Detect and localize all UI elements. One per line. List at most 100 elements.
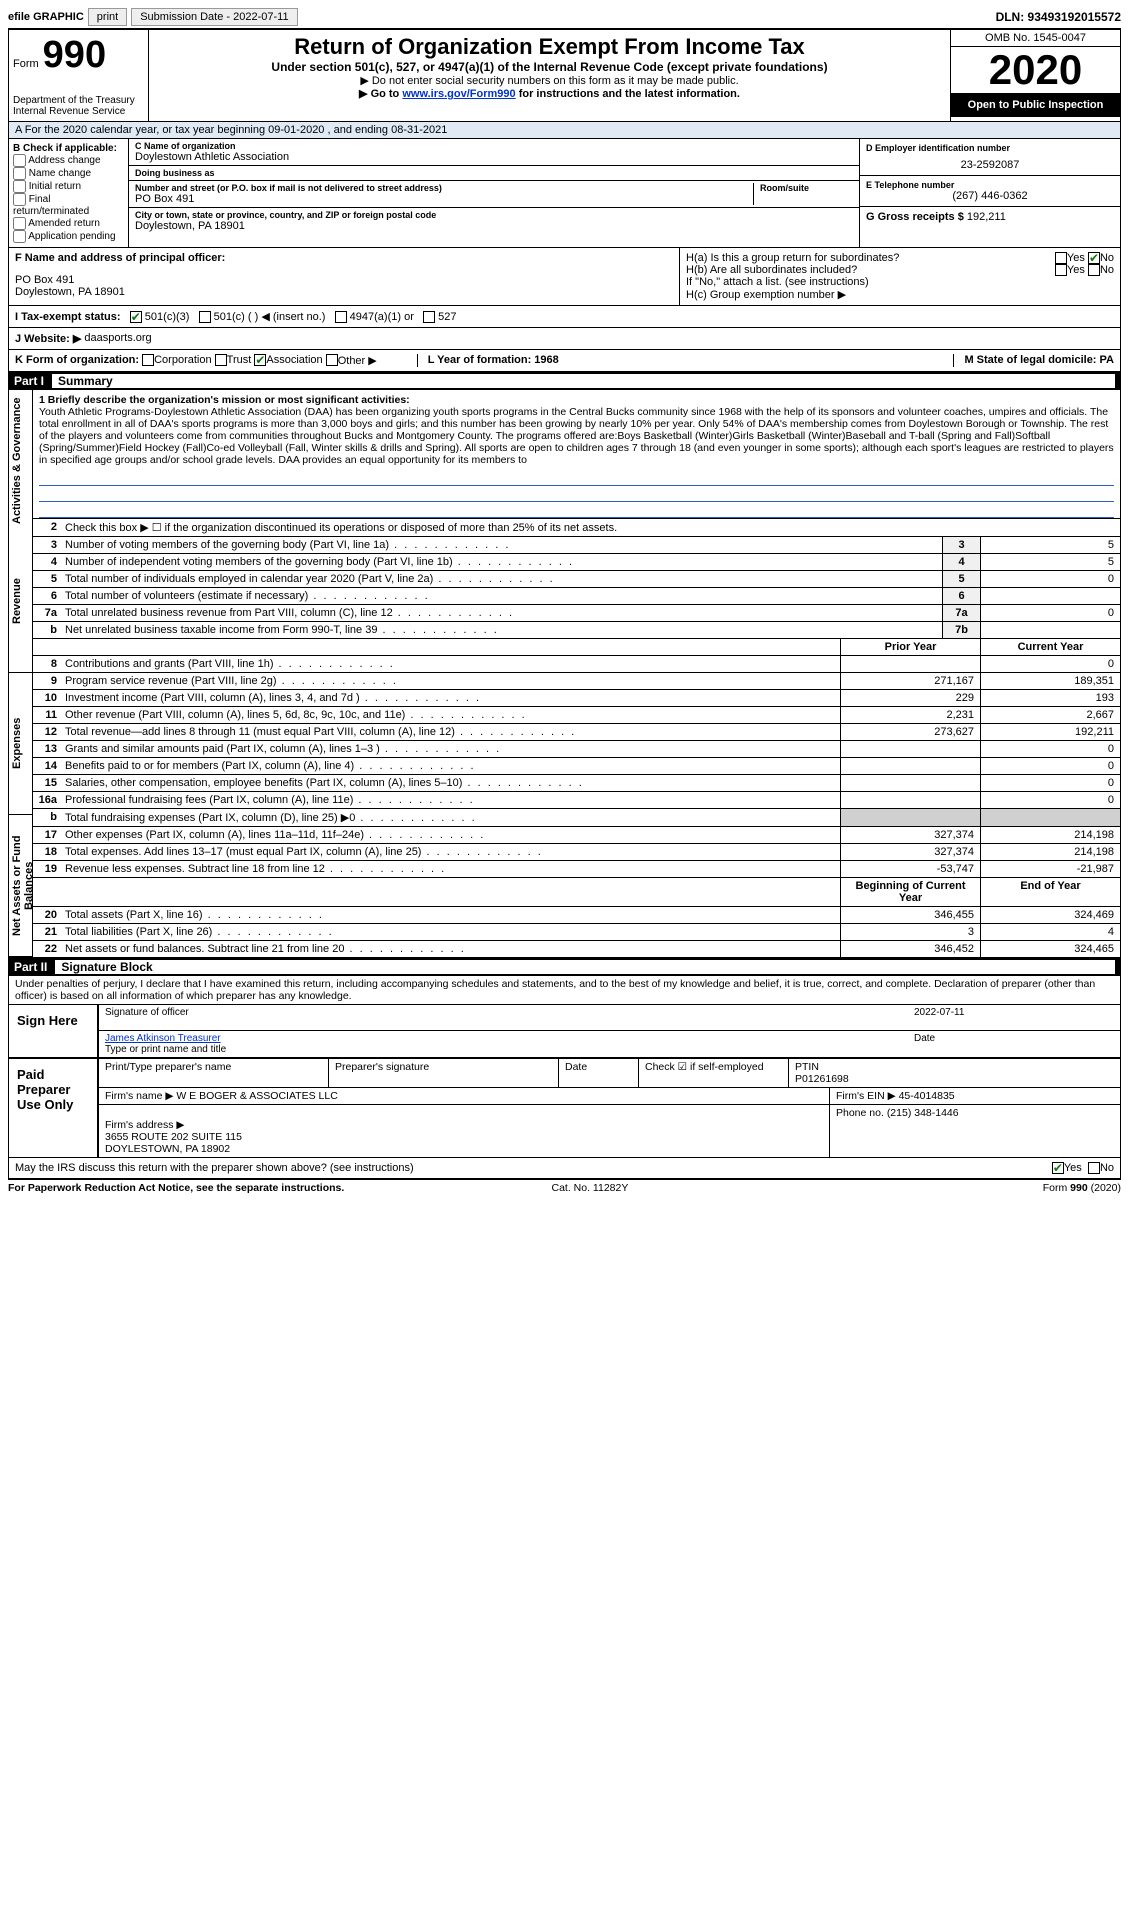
officer-name[interactable]: James Atkinson Treasurer	[105, 1033, 221, 1044]
prep-selfemp-hdr: Check ☑ if self-employed	[639, 1059, 789, 1087]
line-box: 4	[942, 554, 980, 570]
submission-date-button[interactable]: Submission Date - 2022-07-11	[131, 8, 297, 26]
sig-date: 2022-07-11	[914, 1007, 1114, 1028]
yes-label2: Yes	[1067, 264, 1085, 276]
line-text: Net unrelated business taxable income fr…	[61, 622, 942, 638]
firm-phone-label: Phone no.	[836, 1107, 884, 1119]
form-word: Form	[13, 58, 39, 70]
hb-note: If "No," attach a list. (see instruction…	[686, 276, 1114, 288]
line-text: Total number of volunteers (estimate if …	[61, 588, 942, 604]
line-num: 10	[33, 690, 61, 706]
no-label: No	[1100, 252, 1114, 264]
line-val: 5	[980, 554, 1120, 570]
discuss-no-label: No	[1100, 1162, 1114, 1174]
form-subtitle: Under section 501(c), 527, or 4947(a)(1)…	[157, 60, 942, 74]
line-num: 5	[33, 571, 61, 587]
footer-year: 2020	[1094, 1182, 1117, 1194]
discuss-no[interactable]	[1088, 1162, 1100, 1174]
line-num: 3	[33, 537, 61, 553]
chk-501c[interactable]	[199, 311, 211, 323]
chk-final-return[interactable]	[13, 193, 26, 206]
chk-other[interactable]	[326, 354, 338, 366]
line-text: Total unrelated business revenue from Pa…	[61, 605, 942, 621]
prior-year-hdr: Prior Year	[840, 639, 980, 655]
print-button[interactable]: print	[88, 8, 127, 26]
mission-label: 1 Briefly describe the organization's mi…	[39, 394, 1114, 406]
hb-yes[interactable]	[1055, 264, 1067, 276]
discuss-yes[interactable]	[1052, 1162, 1064, 1174]
current-year-val: 0	[980, 775, 1120, 791]
line-num: 14	[33, 758, 61, 774]
blank-rule	[39, 502, 1114, 518]
dln-label: DLN: 93493192015572	[996, 10, 1121, 24]
chk-address-change[interactable]	[13, 154, 26, 167]
line-box: 3	[942, 537, 980, 553]
prior-year-val	[840, 809, 980, 826]
gross-label: G Gross receipts $	[866, 211, 964, 223]
opt-amended-return: Amended return	[28, 218, 100, 229]
gross-value: 192,211	[967, 211, 1006, 223]
chk-application-pending[interactable]	[13, 230, 26, 243]
org-name-label: C Name of organization	[135, 141, 853, 151]
line-text: Total number of individuals employed in …	[61, 571, 942, 587]
ha-no[interactable]	[1088, 252, 1100, 264]
line-box: 7b	[942, 622, 980, 638]
hb-label: H(b) Are all subordinates included?	[686, 264, 1055, 276]
ptin-value: P01261698	[795, 1073, 849, 1085]
hc-label: H(c) Group exemption number ▶	[686, 288, 1114, 301]
line-text: Salaries, other compensation, employee b…	[61, 775, 840, 791]
opt-501c: 501(c) ( ) ◀ (insert no.)	[214, 311, 326, 323]
chk-initial-return[interactable]	[13, 180, 26, 193]
form-org-label: K Form of organization:	[15, 354, 139, 367]
line-val: 5	[980, 537, 1120, 553]
opt-corp: Corporation	[154, 354, 211, 367]
chk-assoc[interactable]	[254, 354, 266, 366]
line-text: Total liabilities (Part X, line 26)	[61, 924, 840, 940]
row-k: K Form of organization: Corporation Trus…	[8, 350, 1121, 372]
chk-amended-return[interactable]	[13, 217, 26, 230]
part1-num: Part I	[14, 374, 52, 388]
prior-year-val	[840, 656, 980, 672]
footer-right: Form 990 (2020)	[1043, 1182, 1121, 1194]
line-text: Grants and similar amounts paid (Part IX…	[61, 741, 840, 757]
opt-other: Other ▶	[338, 354, 377, 367]
chk-trust[interactable]	[215, 354, 227, 366]
yes-label: Yes	[1067, 252, 1085, 264]
chk-527[interactable]	[423, 311, 435, 323]
ha-label: H(a) Is this a group return for subordin…	[686, 252, 1055, 264]
prior-year-val	[840, 758, 980, 774]
box-c: C Name of organization Doylestown Athlet…	[129, 139, 860, 247]
chk-501c3[interactable]	[130, 311, 142, 323]
line-val: 0	[980, 571, 1120, 587]
irs-link[interactable]: www.irs.gov/Form990	[402, 88, 515, 100]
firm-name-label: Firm's name ▶	[105, 1090, 173, 1102]
ein-value: 23-2592087	[866, 153, 1114, 171]
line-text: Total fundraising expenses (Part IX, col…	[61, 809, 840, 826]
line-num: 15	[33, 775, 61, 791]
line-text: Number of independent voting members of …	[61, 554, 942, 570]
footer-left: For Paperwork Reduction Act Notice, see …	[8, 1182, 344, 1194]
hb-no[interactable]	[1088, 264, 1100, 276]
opt-trust: Trust	[227, 354, 252, 367]
prior-year-val	[840, 741, 980, 757]
current-year-val: 0	[980, 656, 1120, 672]
current-year-val: 189,351	[980, 673, 1120, 689]
line-text: Number of voting members of the governin…	[61, 537, 942, 553]
firm-ein-label: Firm's EIN ▶	[836, 1090, 896, 1102]
state-domicile: M State of legal domicile: PA	[953, 354, 1114, 367]
ha-yes[interactable]	[1055, 252, 1067, 264]
chk-corp[interactable]	[142, 354, 154, 366]
chk-4947[interactable]	[335, 311, 347, 323]
line-num: 19	[33, 861, 61, 877]
discuss-question: May the IRS discuss this return with the…	[15, 1162, 1052, 1174]
line-val	[980, 622, 1120, 638]
opt-application-pending: Application pending	[28, 231, 115, 242]
line-text: Investment income (Part VIII, column (A)…	[61, 690, 840, 706]
instr-goto-post: for instructions and the latest informat…	[519, 88, 740, 100]
street-value: PO Box 491	[135, 193, 753, 205]
tax-year: 2020	[951, 47, 1120, 93]
chk-name-change[interactable]	[13, 167, 26, 180]
current-year-val: 0	[980, 792, 1120, 808]
current-year-val: 192,211	[980, 724, 1120, 740]
line-num: 7a	[33, 605, 61, 621]
